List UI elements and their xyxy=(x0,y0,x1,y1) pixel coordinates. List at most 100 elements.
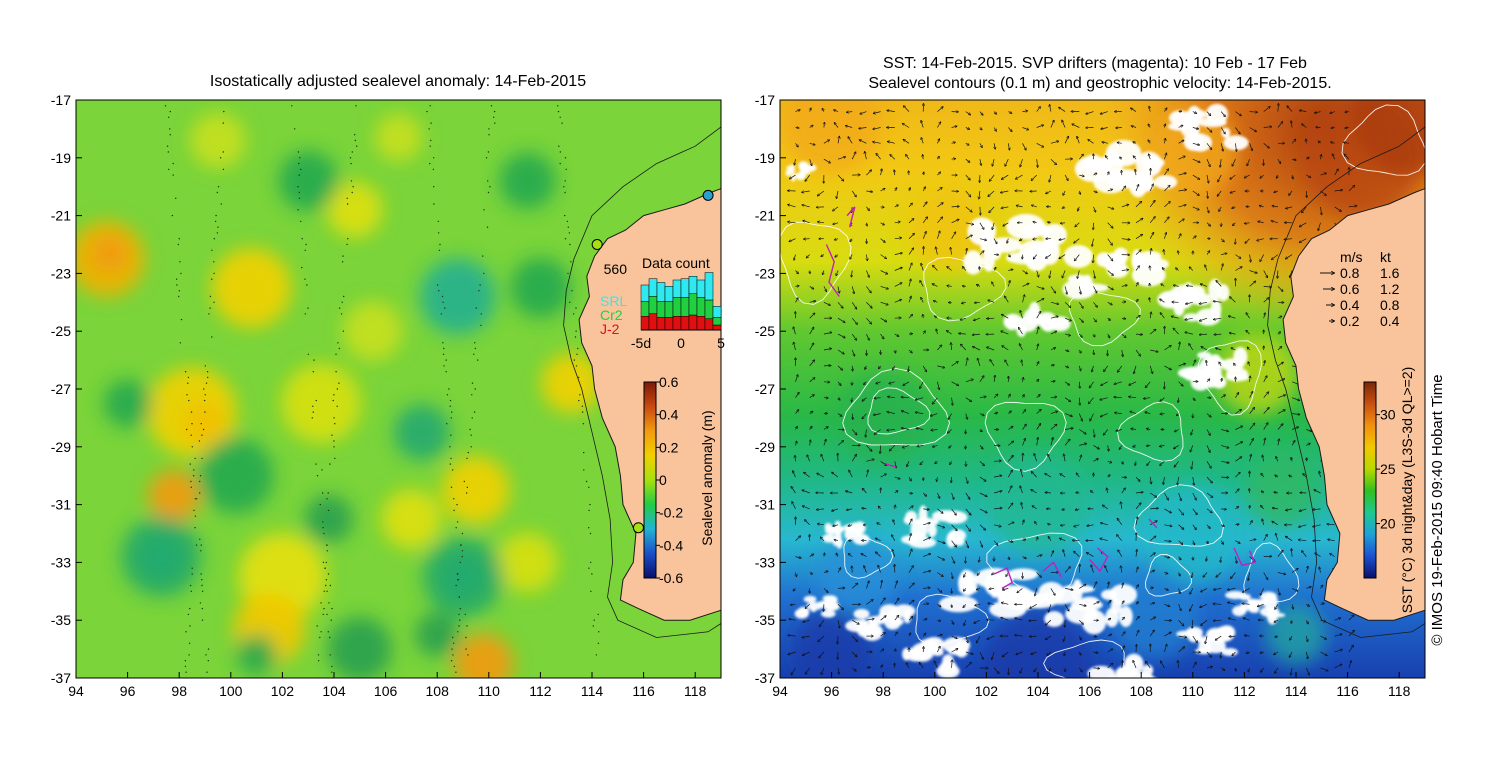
velocity-vector xyxy=(1064,317,1071,321)
velocity-vector xyxy=(951,343,952,351)
velocity-vector xyxy=(1164,588,1168,590)
velocity-vector xyxy=(908,566,913,573)
velocity-vector xyxy=(908,365,909,372)
velocity-vector xyxy=(1022,410,1026,414)
velocity-vector xyxy=(993,127,996,132)
velocity-vector xyxy=(805,520,810,526)
velocity-vector xyxy=(1032,205,1037,207)
velocity-vector xyxy=(1003,588,1009,590)
velocity-vector xyxy=(937,508,943,513)
velocity-vector xyxy=(906,155,910,160)
velocity-vector xyxy=(992,222,995,230)
velocity-vector xyxy=(1135,567,1138,573)
velocity-vector xyxy=(937,345,941,351)
velocity-vector xyxy=(1022,283,1029,287)
velocity-vector xyxy=(1019,344,1023,351)
velocity-vector xyxy=(879,365,881,369)
velocity-vector xyxy=(949,445,952,448)
velocity-vector xyxy=(934,661,938,669)
velocity-vector xyxy=(1107,238,1113,245)
velocity-vector xyxy=(1023,378,1024,382)
velocity-vector xyxy=(965,651,973,654)
velocity-vector xyxy=(795,536,801,541)
velocity-vector xyxy=(1160,313,1165,319)
velocity-vector xyxy=(1107,301,1112,304)
velocity-vector xyxy=(1147,461,1151,465)
velocity-vector xyxy=(1075,222,1080,227)
velocity-vector xyxy=(1022,295,1025,303)
velocity-vector xyxy=(1062,509,1066,510)
velocity-vector xyxy=(890,155,896,160)
velocity-vector xyxy=(908,549,912,557)
velocity-vector xyxy=(908,600,914,605)
velocity-vector xyxy=(894,581,898,589)
velocity-vector xyxy=(866,445,872,451)
count-bar-srl xyxy=(696,279,706,298)
velocity-vector xyxy=(994,143,995,149)
velocity-vector xyxy=(1135,492,1143,493)
velocity-vector xyxy=(951,524,958,531)
velocity-vector xyxy=(920,381,924,389)
velocity-vector xyxy=(1075,254,1080,261)
velocity-vector xyxy=(880,474,887,478)
velocity-vector xyxy=(1150,617,1155,621)
velocity-vector xyxy=(809,573,813,575)
velocity-vector xyxy=(837,333,845,338)
velocity-vector xyxy=(951,159,956,160)
data-count-bars xyxy=(640,272,722,331)
velocity-vector xyxy=(1164,603,1169,606)
velocity-vector xyxy=(1101,523,1108,526)
velocity-vector xyxy=(965,635,968,643)
velocity-vector xyxy=(1022,539,1026,541)
velocity-vector xyxy=(880,317,887,322)
velocity-vector xyxy=(1036,344,1039,351)
velocity-vector xyxy=(880,238,886,243)
velocity-vector xyxy=(1001,190,1009,193)
velocity-vector xyxy=(1008,411,1011,414)
velocity-vector xyxy=(1037,379,1039,381)
velocity-vector xyxy=(937,588,941,592)
velocity-vector xyxy=(908,279,911,287)
velocity-vector xyxy=(965,524,971,531)
velocity-vector xyxy=(937,620,940,621)
velocity-vector xyxy=(1079,651,1081,655)
velocity-vector xyxy=(1063,635,1066,641)
velocity-vector xyxy=(1136,550,1137,557)
velocity-vector xyxy=(1062,270,1066,278)
velocity-vector xyxy=(838,286,839,293)
velocity-vector xyxy=(1121,488,1126,494)
velocity-vector xyxy=(1007,486,1012,494)
lon-tick-label: 98 xyxy=(171,683,187,699)
velocity-vector xyxy=(979,267,980,271)
velocity-vector xyxy=(951,362,959,367)
velocity-vector xyxy=(1037,438,1038,446)
count-bar-cr2 xyxy=(640,301,650,317)
velocity-vector xyxy=(965,174,970,180)
sla-anomaly-blobs xyxy=(76,112,602,678)
velocity-vector xyxy=(837,317,845,322)
velocity-vector xyxy=(809,301,816,302)
velocity-vector xyxy=(824,553,825,557)
velocity-vector xyxy=(866,333,869,340)
velocity-vector xyxy=(1036,395,1040,398)
velocity-vector xyxy=(901,428,910,430)
velocity-vector xyxy=(1135,170,1136,176)
sla-colorbar: 0.6 0.4 0.2 0 -0.2 -0.4 -0.6 Sealevel anomaly … xyxy=(643,374,715,586)
velocity-vector xyxy=(992,282,995,287)
velocity-vector xyxy=(1060,538,1066,542)
velocity-vector xyxy=(802,651,810,655)
velocity-vector xyxy=(1135,461,1136,465)
velocity-vector xyxy=(951,206,960,207)
velocity-vector xyxy=(923,172,924,176)
velocity-vector xyxy=(1050,141,1059,144)
velocity-vector xyxy=(989,174,995,181)
velocity-vector xyxy=(1100,111,1108,114)
sealevel-contour xyxy=(843,535,894,579)
velocity-vector xyxy=(1032,506,1037,510)
velocity-vector xyxy=(832,472,839,478)
velocity-vector xyxy=(851,317,857,324)
lat-tick-label: -29 xyxy=(755,439,775,455)
velocity-vector xyxy=(832,508,839,511)
velocity-vector xyxy=(1093,459,1099,462)
sealevel-contour xyxy=(1068,291,1141,347)
